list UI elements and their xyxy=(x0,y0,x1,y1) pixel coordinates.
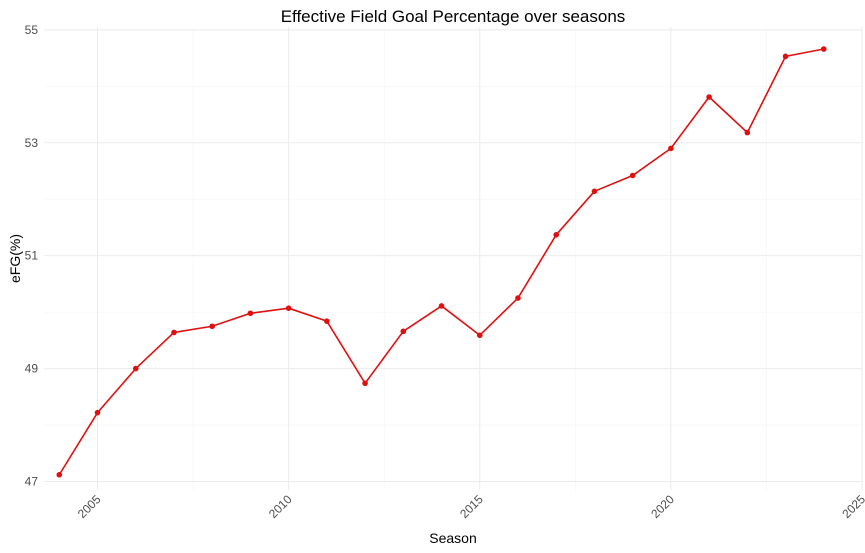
x-tick-label: 2005 xyxy=(75,492,104,521)
data-point xyxy=(56,471,63,478)
data-point xyxy=(132,365,139,372)
data-point xyxy=(706,94,712,100)
y-axis-title: eFG(%) xyxy=(7,234,23,283)
y-tick-label: 53 xyxy=(25,136,39,150)
x-axis: 2005 2010 2015 2020 2025 xyxy=(75,492,865,521)
data-point xyxy=(553,231,560,238)
data-point xyxy=(362,380,368,387)
data-point xyxy=(324,318,330,324)
y-tick-label: 49 xyxy=(25,362,39,376)
x-tick-label: 2025 xyxy=(839,492,865,521)
data-point xyxy=(782,53,789,60)
x-tick-label: 2010 xyxy=(266,492,295,521)
data-point xyxy=(400,328,407,335)
series-line xyxy=(58,48,824,476)
chart-title: Effective Field Goal Percentage over sea… xyxy=(281,7,626,26)
data-point xyxy=(285,305,292,311)
data-point xyxy=(171,329,177,336)
data-point xyxy=(668,145,674,152)
x-tick-label: 2015 xyxy=(457,492,486,521)
data-point xyxy=(476,332,483,339)
data-point xyxy=(629,172,636,179)
data-point xyxy=(744,129,751,136)
series xyxy=(56,46,827,478)
y-tick-label: 51 xyxy=(25,249,39,263)
x-tick-label: 2020 xyxy=(648,492,677,521)
y-tick-label: 47 xyxy=(25,475,39,489)
data-point xyxy=(515,295,521,301)
data-point xyxy=(94,409,101,416)
data-point xyxy=(820,46,827,52)
data-point xyxy=(591,188,598,195)
grid xyxy=(44,27,863,490)
data-point xyxy=(438,303,445,309)
y-axis: 47 49 51 53 55 xyxy=(25,23,39,489)
x-axis-title: Season xyxy=(429,530,476,546)
data-point xyxy=(209,323,215,330)
data-point xyxy=(247,310,254,317)
y-tick-label: 55 xyxy=(25,23,39,37)
